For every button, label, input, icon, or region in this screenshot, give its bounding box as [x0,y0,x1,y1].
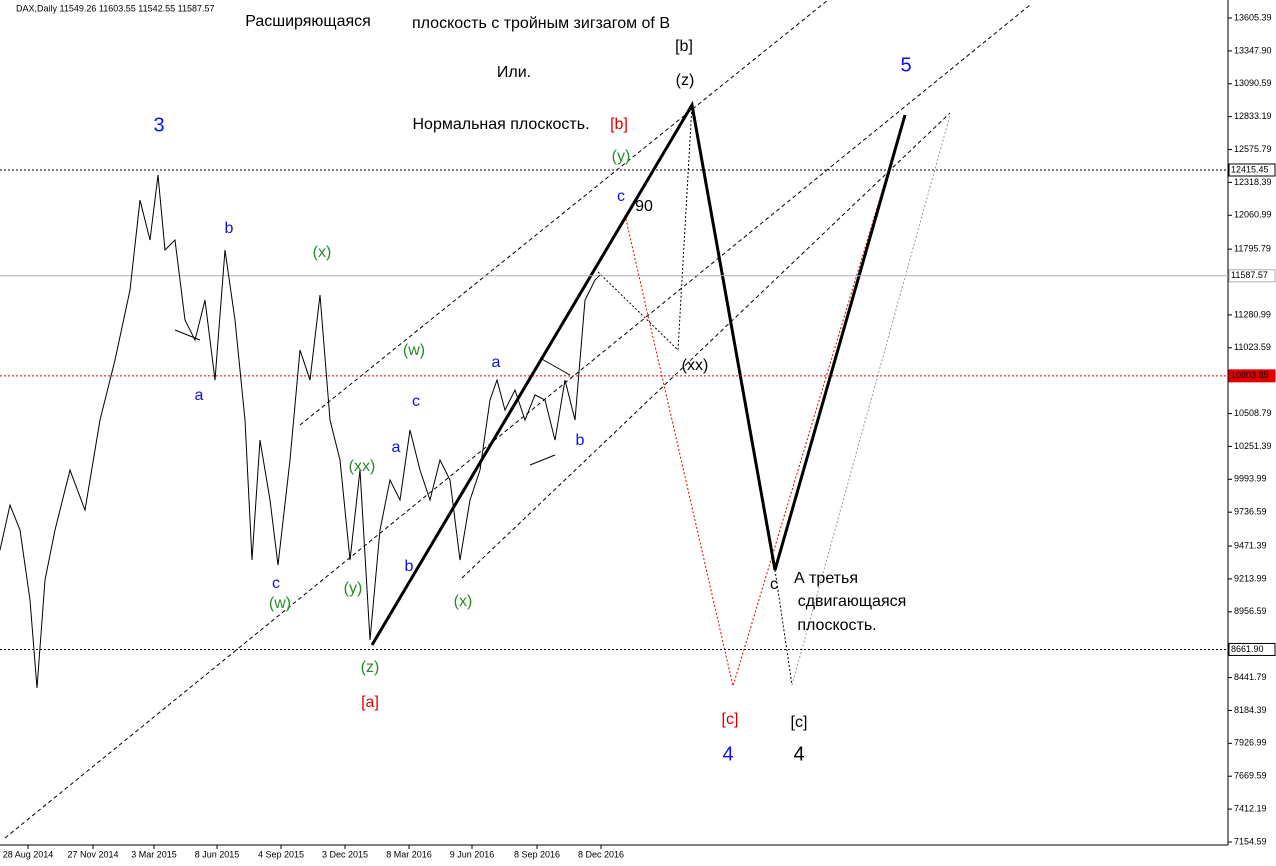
wave-label: a [195,387,204,404]
wave-label: (z) [676,72,695,89]
level-label-box [1228,163,1276,177]
y-tick-label: 7412.19 [1234,803,1267,813]
y-tick-label: 11023.59 [1234,342,1271,352]
scenario-dotted [597,104,951,688]
y-tick-label: 12833.19 [1234,111,1272,121]
wave-label: (x) [454,593,473,610]
y-tick-label: 13605.39 [1234,12,1272,22]
channel-lines [4,0,1031,839]
level-label: 8661.90 [1231,644,1264,654]
wave-label: Или. [497,64,531,81]
y-tick-label: 13090.59 [1234,78,1272,88]
wave-label: (z) [361,659,380,676]
wave-label: (w) [269,595,291,612]
y-tick-label: 10508.79 [1234,408,1272,418]
y-tick-label: 9471.39 [1234,540,1267,550]
level-label: 12415.45 [1231,164,1269,174]
wave-label: 4 [793,743,804,765]
y-tick-label: 7926.99 [1234,738,1267,748]
wave-label: (x) [313,244,332,261]
x-tick-label: 27 Nov 2014 [67,849,118,859]
wave-label: b [405,558,414,575]
wave-label: (w) [403,342,425,359]
y-tick-label: 9213.99 [1234,573,1267,583]
level-label: 10803.85 [1231,370,1269,380]
wave-label: плоскость. [797,617,876,634]
chart-header: DAX,Daily 11549.26 11603.55 11542.55 115… [16,3,215,13]
wave-label: c [272,575,280,592]
wave-label: c [770,576,778,593]
wave-label: [c] [791,714,808,731]
wave-label: [b] [675,38,693,55]
wave-label: 4 [722,743,733,765]
x-tick-label: 4 Sep 2015 [258,849,304,859]
wave-label: 5 [900,54,911,76]
y-tick-label: 11795.79 [1234,244,1271,254]
y-tick-label: 12060.99 [1234,210,1272,220]
level-label-box [1228,642,1276,656]
wave-label: [a] [361,694,379,711]
y-tick-label: 12575.79 [1234,144,1272,154]
wave-label: сдвигающаяся [798,593,907,610]
wave-label: a [392,439,401,456]
price-line [0,174,601,689]
wave-label: c [617,188,625,205]
y-tick-label: 9736.59 [1234,507,1267,517]
x-tick-label: 8 Jun 2015 [195,849,240,859]
y-tick-label: 8184.39 [1234,705,1267,715]
y-tick-label: 7154.59 [1234,836,1267,846]
level-label-box [1228,269,1276,283]
wave-label: Расширяющаяся [245,13,371,30]
wave-label: 90 [635,198,653,215]
wave-label: a [492,354,501,371]
wave-label: [b] [610,116,628,133]
wave-label: (xx) [682,357,709,374]
wave-label: b [225,220,234,237]
y-tick-label: 8441.79 [1234,672,1267,682]
wave-path [370,100,907,646]
wave-label: плоскость с тройным зигзагом of B [412,15,670,32]
level-label: 11587.57 [1231,270,1268,280]
x-tick-label: 8 Dec 2016 [578,849,624,859]
wave-label: (y) [344,580,363,597]
y-tick-label: 9993.99 [1234,474,1267,484]
y-tick-label: 11280.99 [1234,309,1271,319]
x-tick-label: 8 Sep 2016 [514,849,560,859]
y-tick-label: 7669.59 [1234,771,1267,781]
x-tick-label: 8 Mar 2016 [386,849,432,859]
wave-label: (y) [612,148,631,165]
wave-label: А третья [794,570,858,587]
wave-label: c [412,393,420,410]
y-tick-label: 8956.59 [1234,606,1267,616]
x-tick-label: 3 Dec 2015 [322,849,368,859]
x-tick-label: 28 Aug 2014 [3,849,54,859]
wave-label: Нормальная плоскость. [412,116,589,133]
y-tick-label: 13347.90 [1234,45,1272,55]
wave-label: (xx) [349,458,376,475]
x-tick-label: 9 Jun 2016 [450,849,495,859]
level-label-box [1228,369,1276,383]
wave-label: [c] [722,711,739,728]
x-tick-label: 3 Mar 2015 [131,849,177,859]
wave-label: 3 [153,114,164,136]
y-tick-label: 12318.39 [1234,177,1272,187]
wave-label: b [576,432,585,449]
y-tick-label: 10251.39 [1234,441,1272,451]
